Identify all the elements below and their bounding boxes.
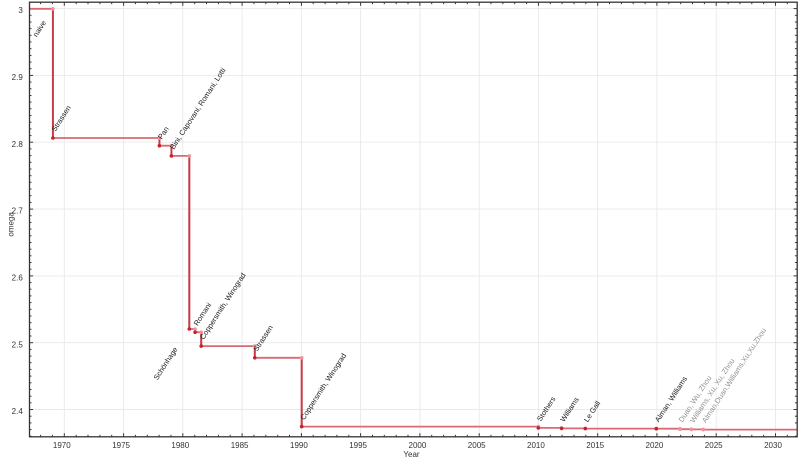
svg-text:2.9: 2.9 [12,73,24,82]
svg-text:1985: 1985 [231,441,249,450]
svg-text:naive: naive [31,19,48,39]
svg-text:omega: omega [6,212,15,237]
svg-text:2.7: 2.7 [12,207,24,216]
svg-text:1980: 1980 [171,441,189,450]
svg-text:2010: 2010 [527,441,545,450]
svg-text:2020: 2020 [646,441,664,450]
svg-text:Strassen: Strassen [251,324,274,353]
svg-text:2.4: 2.4 [12,407,24,416]
svg-text:2005: 2005 [468,441,486,450]
svg-text:1990: 1990 [290,441,308,450]
svg-text:Le Gall: Le Gall [582,399,602,424]
svg-text:Schönhage: Schönhage [152,345,180,381]
svg-text:2000: 2000 [409,441,427,450]
svg-text:2.8: 2.8 [12,140,24,149]
svg-text:Bini, Capovani, Romani, Lotti: Bini, Capovani, Romani, Lotti [168,66,228,151]
svg-text:1975: 1975 [112,441,130,450]
svg-text:Pan: Pan [156,125,171,141]
svg-text:1995: 1995 [349,441,367,450]
svg-text:2030: 2030 [764,441,782,450]
svg-text:Coppersmith, Winograd: Coppersmith, Winograd [298,352,348,422]
svg-text:Year: Year [403,450,420,459]
svg-text:3: 3 [18,6,23,15]
svg-text:2015: 2015 [586,441,604,450]
svg-text:2025: 2025 [705,441,723,450]
svg-text:2.5: 2.5 [12,340,24,349]
svg-text:2.6: 2.6 [12,274,24,283]
svg-text:1970: 1970 [53,441,71,450]
